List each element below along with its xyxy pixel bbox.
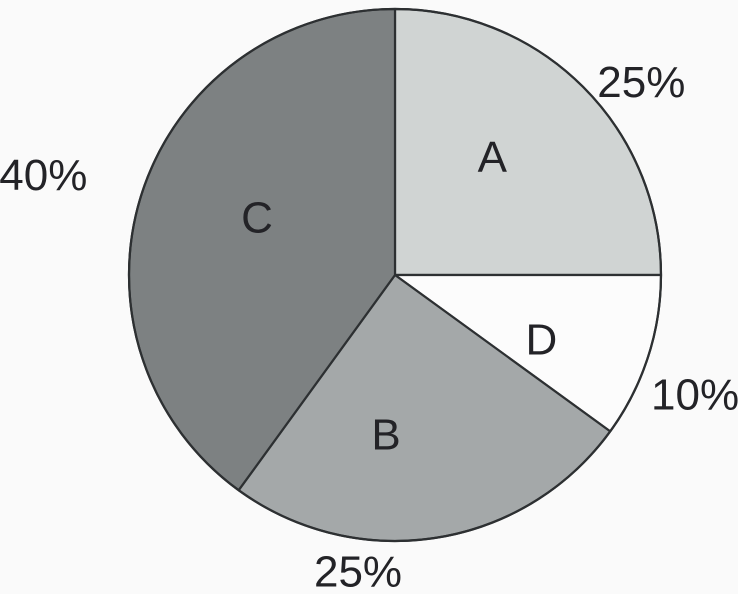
slice-pct-label-d: 10% [651, 371, 738, 420]
slice-pct-label-a: 25% [597, 58, 685, 107]
slice-label-b: B [371, 410, 400, 459]
slice-label-d: D [526, 315, 558, 364]
slice-label-a: A [478, 133, 508, 182]
slice-label-c: C [241, 194, 273, 243]
slice-pct-label-c: 40% [0, 151, 87, 200]
pie-outline [127, 7, 663, 543]
slice-pct-label-b: 25% [314, 547, 402, 594]
